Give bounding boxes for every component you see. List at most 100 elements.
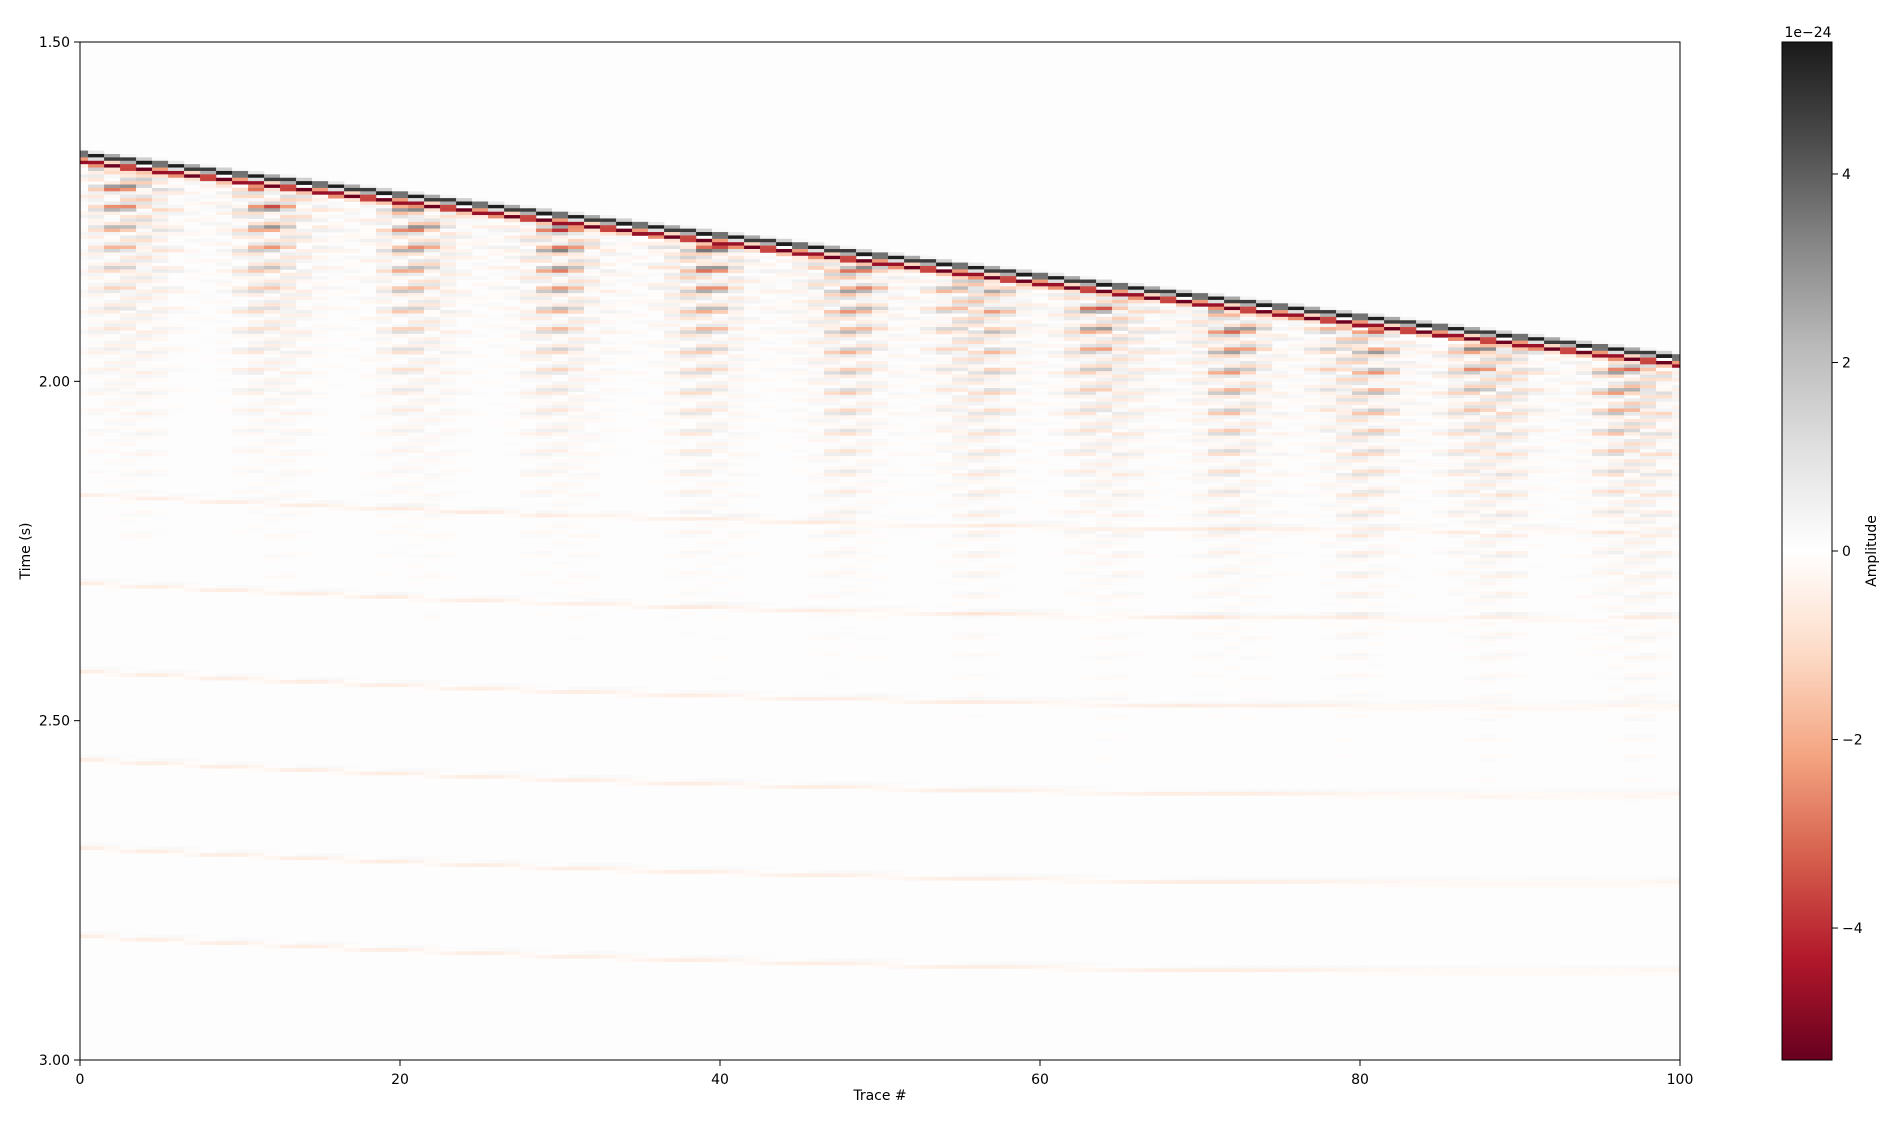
heatmap-cell: [968, 411, 985, 416]
heatmap-cell: [184, 347, 201, 352]
heatmap-cell: [328, 194, 345, 199]
heatmap-cell: [1000, 377, 1017, 382]
heatmap-cell: [424, 282, 441, 287]
heatmap-cell: [664, 401, 681, 406]
heatmap-cell: [152, 408, 169, 413]
heatmap-cell: [888, 333, 905, 338]
heatmap-cell: [952, 279, 969, 284]
heatmap-cell: [456, 215, 473, 219]
heatmap-cell: [312, 347, 329, 352]
heatmap-cell: [728, 571, 745, 576]
heatmap-cell: [616, 228, 633, 233]
heatmap-cell: [600, 259, 617, 263]
heatmap-cell: [248, 313, 265, 318]
heatmap-cell: [584, 232, 601, 236]
heatmap-cell: [840, 425, 857, 430]
heatmap-cell: [120, 350, 137, 355]
heatmap-cell: [584, 296, 601, 301]
heatmap-cell: [168, 306, 185, 311]
heatmap-cell: [280, 225, 297, 230]
heatmap-cell: [984, 459, 1001, 464]
heatmap-cell: [80, 194, 89, 199]
heatmap-cell: [584, 574, 601, 579]
heatmap-cell: [840, 449, 857, 453]
heatmap-cell: [744, 327, 761, 331]
heatmap-cell: [152, 184, 169, 189]
heatmap-cell: [392, 523, 409, 528]
heatmap-cell: [568, 435, 585, 440]
heatmap-cell: [280, 391, 297, 396]
heatmap-cell: [1000, 347, 1017, 352]
heatmap-cell: [808, 327, 825, 331]
heatmap-cell: [744, 551, 761, 555]
heatmap-cell: [856, 551, 873, 555]
heatmap-cell: [696, 500, 713, 504]
heatmap-cell: [680, 357, 697, 362]
heatmap-cell: [824, 360, 841, 365]
heatmap-cell: [712, 238, 729, 243]
heatmap-cell: [120, 323, 137, 328]
heatmap-cell: [392, 255, 409, 260]
heatmap-cell: [248, 174, 265, 179]
heatmap-cell: [408, 581, 425, 586]
heatmap-cell: [296, 388, 313, 392]
heatmap-cell: [904, 510, 921, 515]
heatmap-cell: [152, 208, 169, 213]
heatmap-cell: [80, 191, 89, 196]
heatmap-cell: [872, 306, 889, 311]
heatmap-cell: [408, 310, 425, 314]
heatmap-cell: [1016, 496, 1033, 501]
heatmap-cell: [312, 191, 329, 196]
heatmap-cell: [152, 276, 169, 280]
heatmap-cell: [568, 544, 585, 548]
heatmap-cell: [392, 374, 409, 379]
heatmap-cell: [632, 242, 649, 246]
heatmap-cell: [440, 449, 457, 453]
heatmap-cell: [920, 964, 937, 969]
heatmap-cell: [552, 425, 569, 430]
heatmap-cell: [520, 690, 537, 694]
heatmap-cell: [520, 432, 537, 437]
heatmap-cell: [1032, 360, 1049, 365]
heatmap-cell: [824, 496, 841, 501]
heatmap-cell: [104, 211, 121, 216]
heatmap-cell: [568, 428, 585, 433]
heatmap-cell: [840, 958, 857, 962]
heatmap-cell: [952, 360, 969, 365]
heatmap-cell: [120, 170, 137, 175]
heatmap-cell: [872, 276, 889, 280]
heatmap-cell: [280, 211, 297, 216]
heatmap-cell: [392, 316, 409, 321]
heatmap-cell: [424, 439, 441, 443]
heatmap-cell: [408, 462, 425, 467]
heatmap-cell: [792, 245, 809, 250]
heatmap-cell: [920, 384, 937, 389]
heatmap-cell: [504, 411, 521, 416]
heatmap-cell: [184, 276, 201, 280]
heatmap-cell: [920, 310, 937, 314]
heatmap-cell: [984, 377, 1001, 382]
heatmap-cell: [376, 534, 393, 538]
heatmap-cell: [120, 337, 137, 342]
heatmap-cell: [248, 194, 265, 199]
heatmap-cell: [408, 944, 425, 949]
heatmap-cell: [328, 503, 345, 508]
heatmap-cell: [1032, 323, 1049, 328]
heatmap-cell: [712, 259, 729, 263]
heatmap-cell: [120, 306, 137, 311]
heatmap-cell: [280, 534, 297, 538]
heatmap-cell: [440, 401, 457, 406]
heatmap-cell: [616, 408, 633, 413]
heatmap-cell: [824, 259, 841, 263]
heatmap-cell: [360, 296, 377, 301]
heatmap-cell: [680, 547, 697, 552]
heatmap-cell: [264, 238, 281, 243]
heatmap-cell: [424, 289, 441, 294]
heatmap-cell: [120, 479, 137, 484]
heatmap-cell: [136, 418, 153, 423]
heatmap-cell: [440, 439, 457, 443]
heatmap-cell: [856, 422, 873, 426]
heatmap-cell: [136, 225, 153, 230]
heatmap-cell: [344, 506, 361, 511]
